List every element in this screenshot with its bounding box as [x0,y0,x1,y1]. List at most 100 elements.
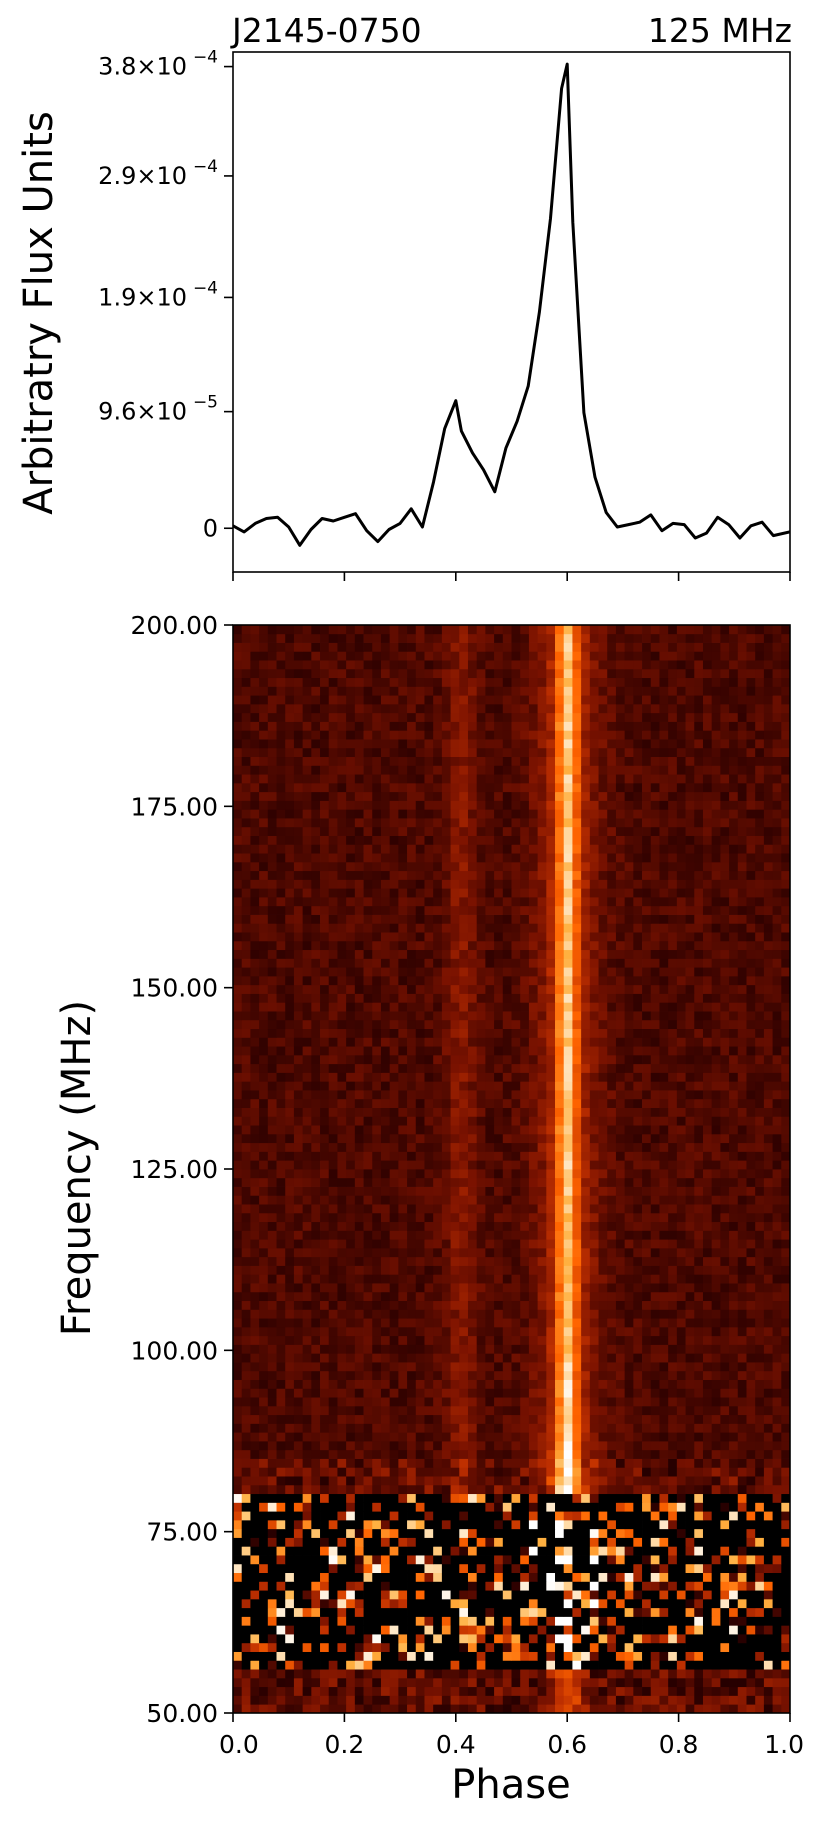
heatmap-cell [398,1449,408,1459]
heatmap-cell [311,1239,321,1249]
heatmap-cell [494,1405,504,1416]
heatmap-cell [485,1704,495,1714]
heatmap-cell [494,1476,504,1486]
heatmap-cell [711,1291,721,1302]
heatmap-cell [398,1142,408,1152]
heatmap-cell [267,1335,277,1345]
heatmap-cell [755,1256,765,1266]
heatmap-cell [337,1204,347,1214]
heatmap-cell [528,1344,539,1354]
heatmap-cell [407,1151,417,1161]
heatmap-cell [380,1098,391,1108]
heatmap-cell [633,1054,643,1065]
heatmap-cell [476,1704,486,1714]
heatmap-cell [668,1247,678,1258]
heatmap-cell [389,1423,399,1433]
heatmap-cell [711,1677,721,1688]
heatmap-cell [598,1063,608,1073]
heatmap-cell [372,1476,382,1486]
heatmap-cell [589,1221,599,1231]
heatmap-cell [441,1476,451,1486]
heatmap-cell [555,1563,565,1574]
heatmap-cell [285,1519,295,1530]
heatmap-cell [685,1186,695,1196]
heatmap-cell [763,1116,773,1126]
heatmap-cell [320,1695,330,1705]
heatmap-cell [407,1379,417,1389]
heatmap-cell [424,1651,434,1661]
heatmap-cell [311,1090,321,1100]
heatmap-cell [372,1502,382,1512]
heatmap-cell [415,1458,425,1468]
heatmap-cell [346,1142,356,1152]
heatmap-cell [467,1098,478,1108]
heatmap-cell [328,1169,338,1179]
heatmap-cell [563,1441,573,1451]
heatmap-cell [581,1265,591,1275]
heatmap-cell [737,1230,747,1240]
heatmap-cell [467,1397,478,1407]
heatmap-cell [763,1142,773,1152]
heatmap-cell [702,1081,713,1091]
heatmap-cell [555,1037,565,1047]
heatmap-cell [476,1072,486,1082]
heatmap-cell [346,1686,356,1696]
heatmap-cell [302,1625,312,1635]
heatmap-cell [668,1651,678,1661]
heatmap-cell [581,1414,591,1424]
heatmap-cell [241,1519,251,1530]
heatmap-cell [781,1511,791,1521]
heatmap-cell [685,1414,695,1424]
heatmap-cell [676,1247,686,1258]
heatmap-cell [676,1686,686,1696]
heatmap-cell [711,1212,721,1223]
heatmap-cell [615,1616,626,1626]
heatmap-cell [241,1072,251,1082]
heatmap-cell [694,1441,704,1451]
heatmap-cell [494,1555,504,1565]
heatmap-cell [476,1423,486,1433]
heatmap-cell [267,1546,277,1556]
heatmap-cell [598,1353,608,1363]
heatmap-cell [259,1598,269,1609]
heatmap-cell [528,1441,539,1451]
heatmap-cell [685,1598,695,1609]
heatmap-cell [755,1362,765,1372]
heatmap-cell [320,1362,330,1372]
heatmap-cell [781,1493,791,1503]
heatmap-cell [380,1546,391,1556]
heatmap-cell [676,1081,686,1091]
heatmap-cell [650,1423,660,1433]
heatmap-cell [511,1634,521,1644]
heatmap-cell [363,1432,373,1442]
heatmap-cell [302,1309,312,1319]
heatmap-cell [668,1528,678,1538]
heatmap-cell [772,1160,782,1170]
heatmap-cell [633,1177,643,1187]
heatmap-cell [650,1107,660,1117]
heatmap-cell [459,1704,469,1714]
heatmap-cell [302,1142,312,1152]
heatmap-cell [598,1239,608,1249]
heatmap-cell [737,1414,747,1424]
heatmap-cell [755,1133,765,1144]
heatmap-cell [450,1590,460,1600]
heatmap-cell [259,1484,269,1495]
heatmap-cell [572,1572,582,1582]
heatmap-cell [259,1449,269,1459]
heatmap-cell [302,1274,312,1284]
heatmap-cell [276,1484,286,1495]
heatmap-cell [407,1405,417,1416]
heatmap-cell [380,1379,391,1389]
heatmap-cell [389,1344,399,1354]
heatmap-cell [441,1677,451,1688]
heatmap-cell [511,1441,521,1451]
heatmap-cell [424,1704,434,1714]
heatmap-cell [302,1432,312,1442]
heatmap-cell [685,1063,695,1073]
heatmap-cell [659,1537,669,1547]
heatmap-cell [711,1581,721,1591]
heatmap-cell [528,1291,539,1302]
heatmap-cell [276,1414,286,1424]
heatmap-cell [476,1212,486,1223]
